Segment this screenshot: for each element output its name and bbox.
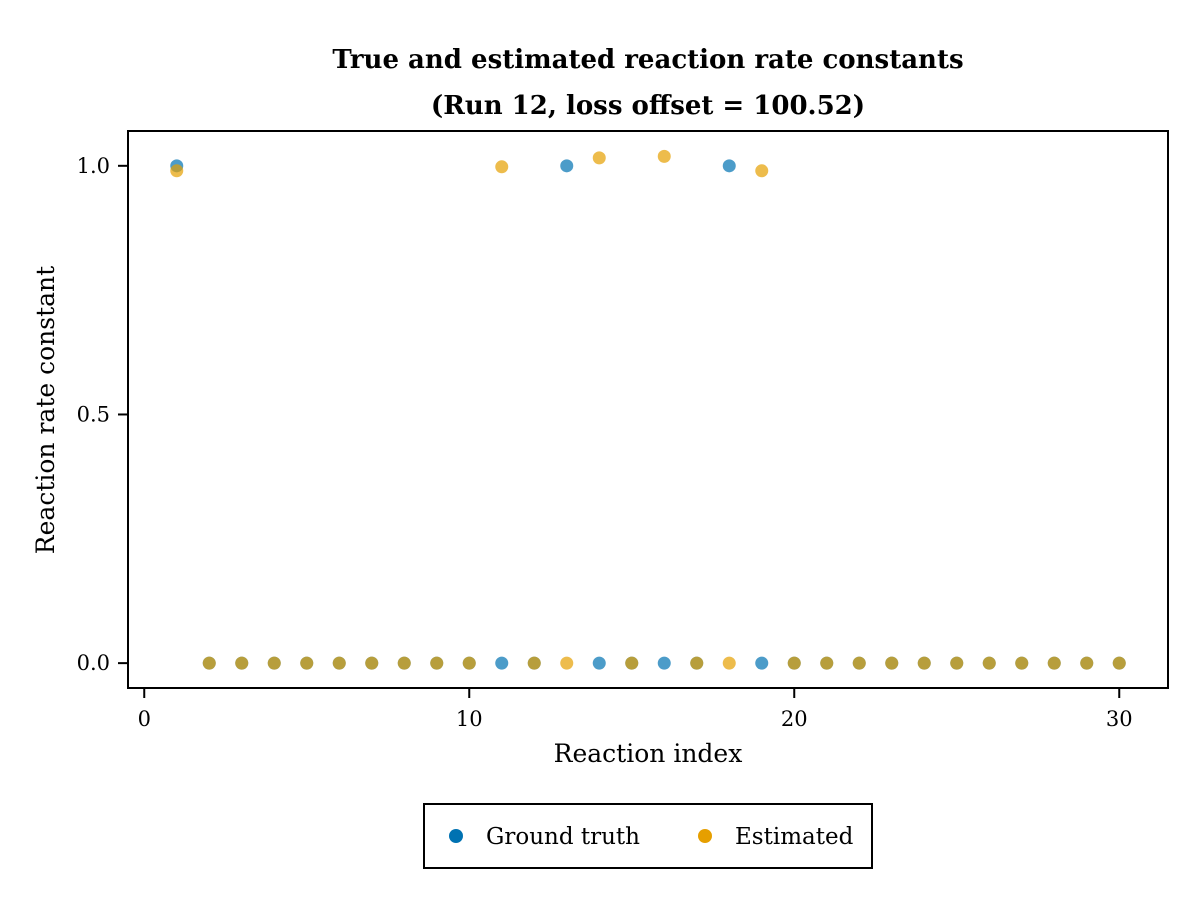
point-estimated-3	[235, 656, 249, 670]
y-axis-ticks: 0.0 0.5 1.0	[77, 154, 128, 675]
point-ground-truth-18	[722, 159, 736, 173]
point-estimated-6	[332, 656, 346, 670]
point-estimated-8	[397, 656, 411, 670]
x-tick-label-0: 0	[138, 707, 151, 731]
point-estimated-11	[495, 160, 509, 174]
point-estimated-14	[592, 151, 606, 165]
legend-marker-estimated	[698, 829, 712, 843]
point-ground-truth-16	[657, 656, 671, 670]
point-estimated-2	[202, 656, 216, 670]
point-estimated-15	[625, 656, 639, 670]
point-ground-truth-11	[495, 656, 509, 670]
point-estimated-30	[1112, 656, 1126, 670]
y-axis-label: Reaction rate constant	[31, 266, 60, 554]
y-tick-label-1.0: 1.0	[77, 154, 110, 178]
legend-label-estimated: Estimated	[735, 824, 854, 850]
point-estimated-24	[917, 656, 931, 670]
point-ground-truth-13	[560, 159, 574, 173]
point-estimated-10	[462, 656, 476, 670]
point-estimated-27	[1015, 656, 1029, 670]
point-estimated-17	[690, 656, 704, 670]
legend: Ground truth Estimated	[423, 803, 873, 869]
chart-title-line2: (Run 12, loss offset = 100.52)	[431, 91, 865, 121]
x-tick-label-10: 10	[456, 707, 483, 731]
legend-frame	[423, 803, 873, 869]
x-axis-ticks: 0 10 20 30	[138, 688, 1133, 731]
point-estimated-22	[852, 656, 866, 670]
point-estimated-20	[787, 656, 801, 670]
y-tick-label-0.5: 0.5	[77, 402, 110, 426]
point-estimated-16	[657, 149, 671, 163]
legend-marker-ground-truth	[449, 829, 463, 843]
point-estimated-13	[560, 656, 574, 670]
point-estimated-7	[365, 656, 379, 670]
chart-title-line1: True and estimated reaction rate constan…	[332, 45, 963, 75]
point-estimated-26	[982, 656, 996, 670]
x-tick-label-20: 20	[781, 707, 808, 731]
point-estimated-29	[1080, 656, 1094, 670]
point-estimated-12	[527, 656, 541, 670]
point-estimated-1	[170, 164, 184, 178]
point-estimated-21	[820, 656, 834, 670]
x-axis-label: Reaction index	[554, 739, 743, 768]
point-estimated-28	[1047, 656, 1061, 670]
point-estimated-5	[300, 656, 314, 670]
plot-area-frame	[127, 130, 1169, 689]
point-estimated-25	[950, 656, 964, 670]
point-estimated-4	[267, 656, 281, 670]
point-ground-truth-19	[755, 656, 769, 670]
point-estimated-19	[755, 164, 769, 178]
legend-label-ground-truth: Ground truth	[486, 824, 640, 850]
point-ground-truth-14	[592, 656, 606, 670]
point-estimated-9	[430, 656, 444, 670]
point-estimated-18	[722, 656, 736, 670]
data-points	[170, 149, 1126, 670]
y-tick-label-0.0: 0.0	[77, 651, 110, 675]
point-estimated-23	[885, 656, 899, 670]
x-tick-label-30: 30	[1106, 707, 1133, 731]
